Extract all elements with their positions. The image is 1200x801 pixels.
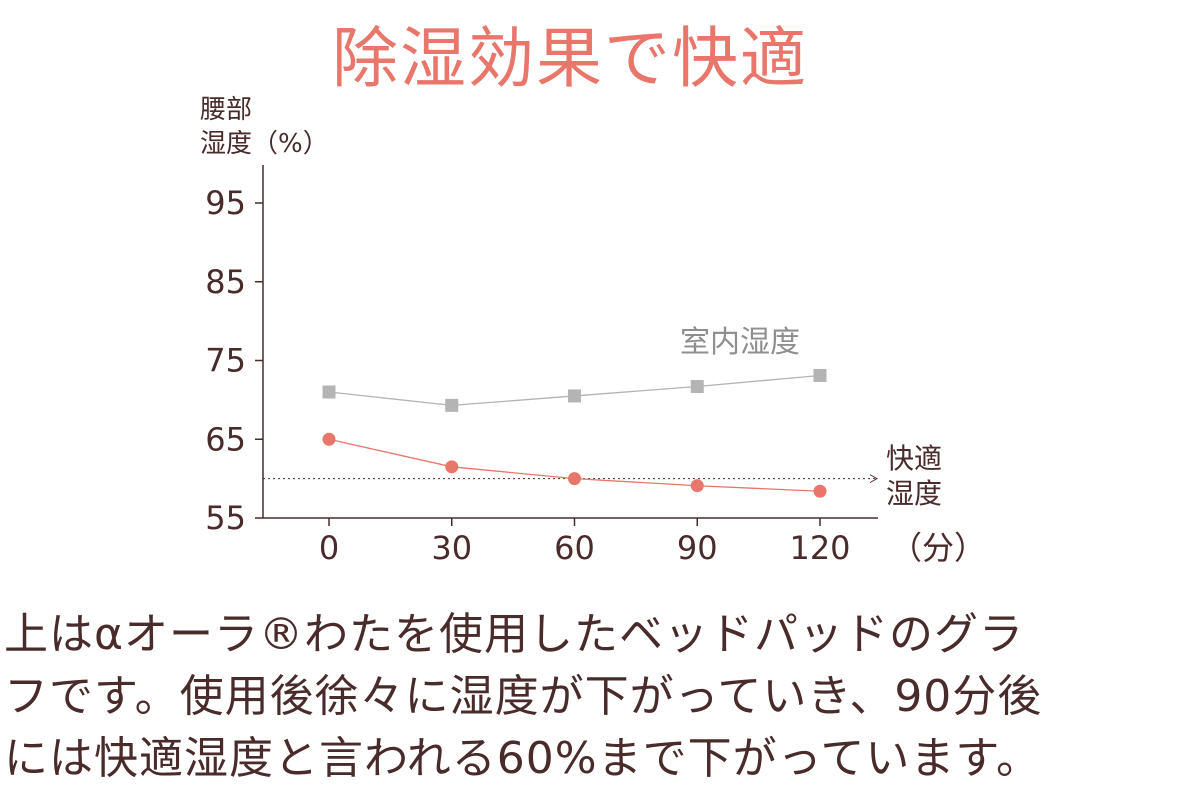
comfort-label-line-1: 快適 bbox=[886, 442, 942, 475]
series-0-point-90 bbox=[690, 379, 704, 393]
series-1-point-60 bbox=[568, 472, 581, 486]
series-1-point-30 bbox=[445, 460, 459, 474]
series-0-point-120 bbox=[813, 368, 827, 382]
x-axis-unit: （分） bbox=[890, 529, 986, 567]
caption: 上はαオーラ®わたを使用したベッドパッドのグラ フです。使用後徐々に湿度が下がっ… bbox=[4, 604, 1200, 790]
series-1-point-120 bbox=[813, 484, 827, 498]
x-tick-label-0: 0 bbox=[319, 529, 339, 567]
x-tick-label-60: 60 bbox=[554, 529, 595, 567]
y-axis-title-line-2: 湿度（%） bbox=[200, 129, 329, 159]
humidity-chart: 腰部 湿度（%） 95 85 75 65 55 0 30 60 90 120 （分） 快適 湿度… bbox=[200, 95, 986, 567]
series-1-point-90 bbox=[690, 479, 704, 493]
x-ticks: 0 30 60 90 120 bbox=[319, 518, 851, 567]
y-tick-label-85: 85 bbox=[205, 263, 246, 301]
x-tick-label-120: 120 bbox=[789, 529, 850, 567]
series-1-point-0 bbox=[322, 432, 336, 446]
caption-line-3: には快適湿度と言われる60%まで下がっています。 bbox=[4, 733, 1041, 784]
y-tick-label-65: 65 bbox=[205, 420, 246, 458]
y-axis-title-line-1: 腰部 bbox=[200, 95, 252, 125]
y-tick-label-55: 55 bbox=[205, 499, 246, 537]
chart-title: 除湿効果で快適 bbox=[332, 20, 808, 97]
series-0-point-0 bbox=[322, 385, 336, 399]
series-layer bbox=[322, 368, 827, 498]
y-tick-label-75: 75 bbox=[205, 342, 246, 380]
x-tick-label-90: 90 bbox=[677, 529, 718, 567]
caption-line-2: フです。使用後徐々に湿度が下がっていき、90分後 bbox=[4, 671, 1043, 722]
series-0-point-30 bbox=[445, 398, 459, 412]
x-tick-label-30: 30 bbox=[431, 529, 472, 567]
series-0-point-60 bbox=[568, 389, 581, 403]
y-tick-label-95: 95 bbox=[205, 184, 246, 222]
y-ticks: 95 85 75 65 55 bbox=[205, 184, 263, 537]
comfort-reference-arrowhead bbox=[869, 474, 879, 484]
series-label-indoor-humidity: 室内湿度 bbox=[680, 325, 800, 360]
comfort-label-line-2: 湿度 bbox=[886, 477, 942, 510]
caption-line-1: 上はαオーラ®わたを使用したベッドパッドのグラ bbox=[4, 609, 1025, 660]
